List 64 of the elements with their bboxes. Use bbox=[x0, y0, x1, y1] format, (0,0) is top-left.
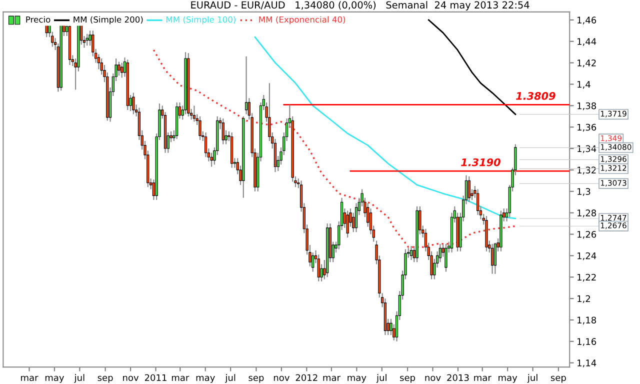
candlestick bbox=[494, 242, 496, 274]
line-series bbox=[254, 36, 516, 220]
x-tick-label: nov bbox=[123, 376, 139, 382]
candlestick bbox=[468, 176, 470, 203]
x-tick-label: nov bbox=[274, 376, 290, 382]
x-tick-label: may bbox=[196, 376, 215, 383]
y-tick-label: 1,42 bbox=[578, 60, 596, 68]
candlestick bbox=[210, 152, 213, 168]
x-tick-label: 2012 bbox=[296, 374, 318, 382]
candlestick bbox=[410, 245, 413, 261]
y-tick-label: 1,18 bbox=[578, 316, 596, 324]
y-tick-label: 1,32 bbox=[578, 166, 596, 174]
candlestick bbox=[317, 254, 320, 282]
x-tick-label: sep bbox=[248, 376, 264, 383]
x-tick-label: 2013 bbox=[447, 374, 469, 382]
y-tick-label: 1,36 bbox=[578, 124, 596, 132]
x-tick-label: sep bbox=[550, 376, 566, 383]
candlestick bbox=[476, 188, 480, 216]
x-tick-label: sep bbox=[400, 376, 416, 383]
candlestick bbox=[204, 132, 208, 158]
candlestick bbox=[132, 92, 135, 115]
candlestick bbox=[490, 243, 494, 274]
x-tick-label: mar bbox=[323, 376, 340, 382]
x-tick-label: mar bbox=[172, 376, 190, 382]
y-tick-label: 1,46 bbox=[578, 16, 596, 24]
y-tick-label: 1,26 bbox=[578, 230, 596, 239]
y-tick-label: 1,14 bbox=[578, 360, 596, 368]
annotation: 1.3809 bbox=[516, 92, 556, 100]
x-tick-label: jul bbox=[376, 374, 386, 383]
y-tick-label: 1,38 bbox=[578, 102, 596, 110]
x-tick-label: jul bbox=[527, 374, 538, 383]
x-tick-label: jul bbox=[225, 374, 236, 383]
line-series bbox=[152, 49, 516, 248]
y-tick-label: 1,22 bbox=[578, 274, 596, 282]
x-tick-label: nov bbox=[425, 376, 441, 382]
x-tick-label: may bbox=[498, 376, 518, 383]
legend-label: MM (Simple 200) bbox=[74, 16, 143, 24]
chart-title: EURAUD - EUR/AUD 1,34080 (0,00%) Semanal 24 may 2013 22:54 bbox=[191, 1, 530, 10]
x-tick-label: may bbox=[45, 376, 64, 383]
x-tick-label: sep bbox=[98, 376, 113, 383]
legend-label: MM (Exponencial 40) bbox=[259, 16, 346, 24]
y-tick-label: 1,28 bbox=[578, 210, 596, 218]
x-tick-label: mar bbox=[474, 376, 492, 382]
candlestick bbox=[444, 243, 448, 272]
y-tick-label: 1,44 bbox=[578, 38, 596, 46]
line-series bbox=[428, 19, 516, 116]
candlestick bbox=[192, 105, 196, 122]
candlestick bbox=[118, 61, 120, 76]
x-tick-label: jul bbox=[74, 374, 84, 383]
y-tick-label: 1,3 bbox=[578, 188, 590, 196]
x-tick-label: 2011 bbox=[144, 374, 166, 382]
y-tick-label: 1,16 bbox=[578, 338, 596, 346]
candlestick bbox=[346, 210, 349, 238]
legend-label: MM (Simple 100) bbox=[166, 16, 236, 24]
candlestick bbox=[86, 33, 88, 46]
x-tick-label: may bbox=[348, 376, 366, 383]
y-tick-label: 1,4 bbox=[578, 81, 590, 89]
candlestick bbox=[198, 116, 202, 140]
y-tick-label: 1,24 bbox=[578, 252, 596, 260]
annotation: 1.3190 bbox=[461, 158, 500, 166]
y-tick-label: 1,2 bbox=[578, 295, 590, 304]
candlestick bbox=[222, 118, 224, 145]
legend-label: Precio bbox=[26, 16, 50, 23]
x-tick-label: mar bbox=[21, 376, 38, 382]
